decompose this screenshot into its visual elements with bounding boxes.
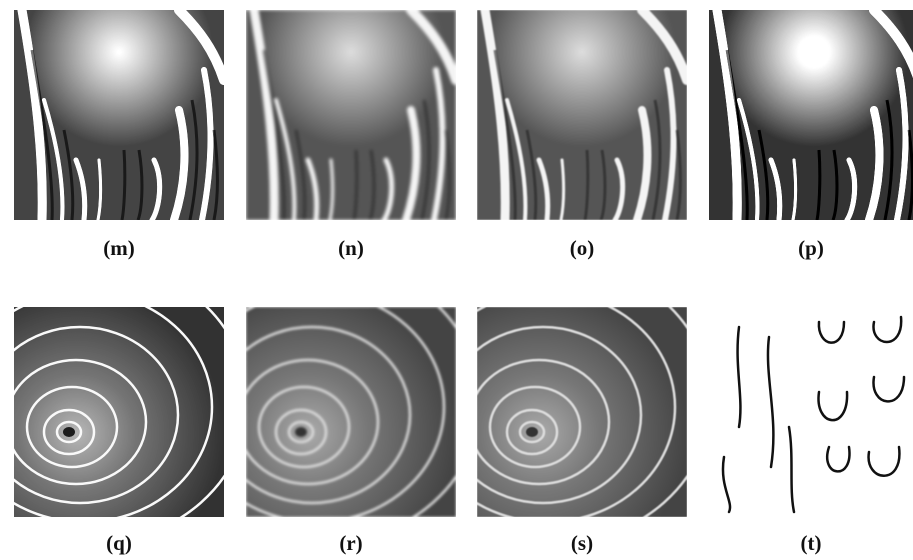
- panel-label: (p): [798, 236, 824, 260]
- figure: (m) (n) (o) (p) (q) (r) (s) (t): [0, 0, 913, 560]
- panel-label: (n): [338, 236, 364, 260]
- panel-label: (t): [801, 531, 822, 555]
- image-panel: [246, 10, 456, 220]
- image-panel: [477, 10, 687, 220]
- panel-label: (r): [339, 531, 362, 555]
- image-panel: [14, 10, 224, 220]
- panel-label: (q): [106, 531, 132, 555]
- image-panel: [709, 10, 913, 220]
- panel-label: (m): [103, 236, 134, 260]
- panel-label: (o): [570, 236, 595, 260]
- panel-label: (s): [571, 531, 593, 555]
- image-panel: [0, 260, 248, 544]
- image-panel: [709, 307, 913, 517]
